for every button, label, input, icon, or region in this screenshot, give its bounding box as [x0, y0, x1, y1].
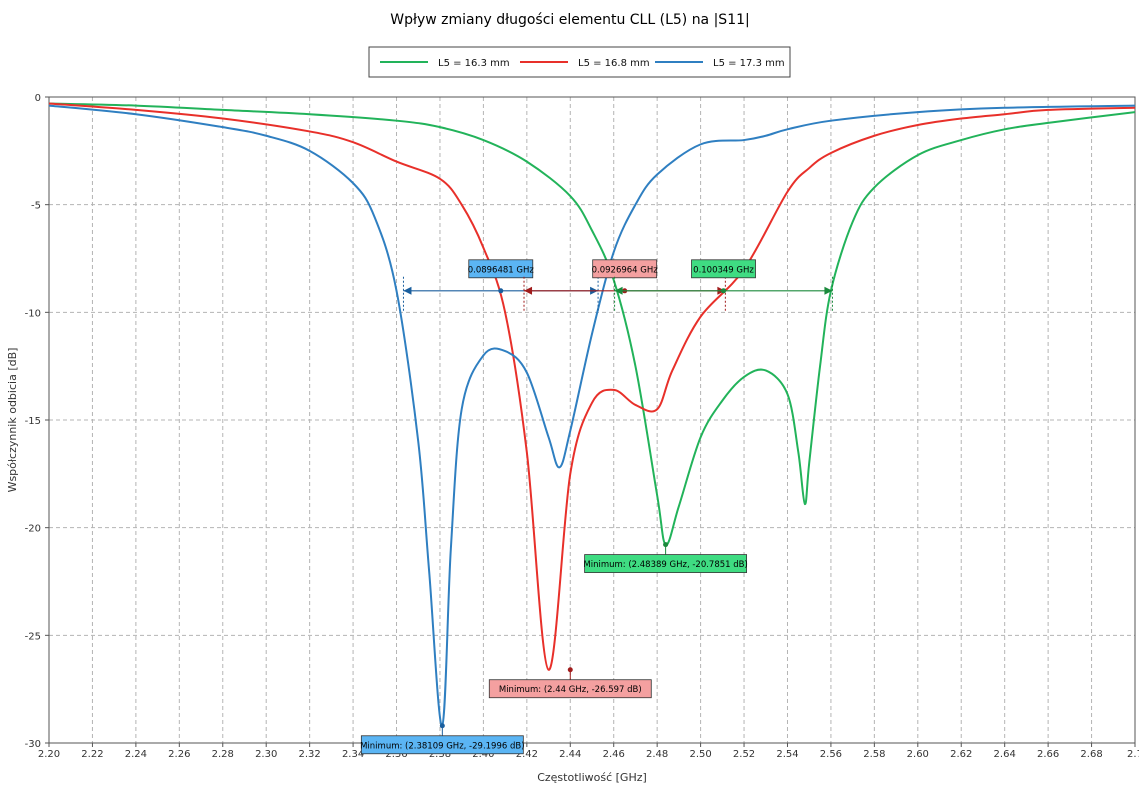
y-tick-label: -20 — [25, 524, 41, 535]
x-tick-label: 2.26 — [168, 749, 190, 760]
legend-box — [368, 46, 791, 78]
series-line-1 — [49, 102, 1135, 546]
minimum-label-box — [488, 679, 652, 699]
bandwidth-center-dot — [498, 288, 504, 294]
grid — [49, 97, 1135, 743]
bandwidth-label: 0.100349 GHz — [693, 265, 754, 275]
bandwidth-label: 0.0926964 GHz — [592, 265, 659, 275]
chart-title: Wpływ zmiany długości elementu CLL (L5) … — [390, 12, 749, 28]
bandwidth-label-box — [592, 259, 658, 279]
y-tick-label: 0 — [35, 93, 41, 104]
x-tick-label: 2.42 — [516, 749, 538, 760]
x-tick-label: 2.52 — [733, 749, 755, 760]
x-tick-label: 2.48 — [646, 749, 668, 760]
x-tick-label: 2.34 — [342, 749, 364, 760]
x-tick-label: 2.66 — [1037, 749, 1059, 760]
x-tick-label: 2.36 — [385, 749, 407, 760]
bandwidth-arrow-left — [524, 286, 533, 295]
minimum-markers: Minimum: (2.48389 GHz, -20.7851 dB) Minim… — [360, 542, 748, 755]
x-tick-label: 2.44 — [559, 749, 581, 760]
y-tick-label: -15 — [25, 416, 41, 427]
x-axis-label: Częstotliwość [GHz] — [537, 771, 647, 784]
y-tick-label: -30 — [25, 739, 41, 750]
x-tick-label: 2.62 — [950, 749, 972, 760]
y-tick-label: -25 — [25, 631, 41, 642]
x-tick-label: 2.60 — [907, 749, 929, 760]
legend: L5 = 16.3 mm L5 = 16.8 mm L5 = 17.3 mm — [368, 46, 791, 78]
y-tick-label: -10 — [25, 308, 41, 319]
bandwidth-label: 0.0896481 GHz — [468, 265, 535, 275]
bandwidth-arrow-left — [403, 286, 412, 295]
x-tick-label: 2.40 — [472, 749, 494, 760]
x-tick-label: 2.20 — [38, 749, 60, 760]
y-axis-label: Współczynnik odbicia [dB] — [6, 348, 19, 493]
series-line-2 — [49, 102, 1135, 671]
minimum-label: Minimum: (2.44 GHz, -26.597 dB) — [499, 685, 642, 695]
series-layer — [49, 102, 1135, 727]
legend-label-2: L5 = 16.8 mm — [578, 58, 650, 69]
bandwidth-label-box — [691, 259, 756, 279]
minimum-label: Minimum: (2.48389 GHz, -20.7851 dB) — [583, 560, 747, 570]
bandwidth-arrow-right — [824, 286, 833, 295]
x-tick-label: 2.32 — [299, 749, 321, 760]
x-tick-label: 2.28 — [212, 749, 234, 760]
series-line-3 — [49, 104, 1135, 727]
x-tick-label: 2.22 — [81, 749, 103, 760]
x-tick-label: 2.56 — [820, 749, 842, 760]
x-tick-label: 2.58 — [863, 749, 885, 760]
x-axis: 2.20 2.22 2.24 2.26 2.28 2.30 2.32 2.34 2.36 2.38… — [38, 743, 1139, 760]
legend-label-3: L5 = 17.3 mm — [713, 58, 785, 69]
legend-label-1: L5 = 16.3 mm — [438, 58, 510, 69]
y-axis: 0 -5 -10 -15 -20 -25 -30 — [25, 93, 49, 750]
minimum-label: Minimum: (2.38109 GHz, -29.1996 dB) — [360, 741, 524, 751]
x-tick-label: 2.54 — [776, 749, 798, 760]
x-tick-label: 2.38 — [429, 749, 451, 760]
x-tick-label: 2.46 — [603, 749, 625, 760]
x-tick-label: 2.30 — [255, 749, 277, 760]
x-tick-label: 2.64 — [994, 749, 1016, 760]
minimum-label-box — [360, 735, 524, 755]
x-tick-label: 2.50 — [689, 749, 711, 760]
x-tick-label: 2.24 — [125, 749, 147, 760]
bandwidth-center-dot — [721, 288, 727, 294]
bandwidth-label-box — [468, 259, 534, 279]
y-tick-label: -5 — [31, 201, 41, 212]
bandwidth-arrow-left — [614, 286, 623, 295]
bandwidth-markers: 0.0896481 GHz 0.0926964 GHz 0.100349 GHz — [402, 259, 833, 311]
minimum-label-box — [584, 554, 748, 573]
x-tick-label: 2.7 — [1127, 749, 1139, 760]
x-tick-label: 2.68 — [1080, 749, 1102, 760]
